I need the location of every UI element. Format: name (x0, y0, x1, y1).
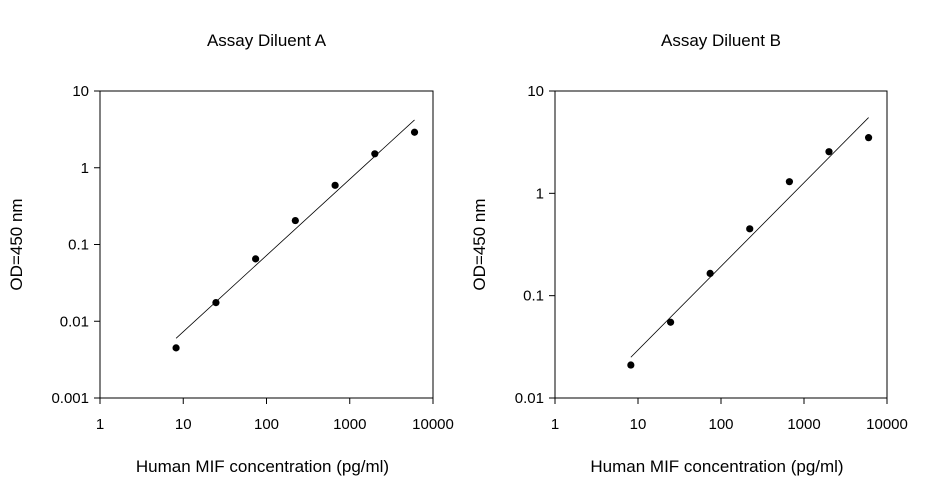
x-tick-label: 10 (175, 416, 192, 433)
x-tick-label: 100 (708, 416, 733, 433)
y-tick-label: 0.01 (60, 313, 89, 330)
data-point (825, 148, 833, 156)
x-tick-label: 1000 (333, 416, 366, 433)
y-tick-label: 10 (527, 83, 544, 100)
chart-title: Assay Diluent A (207, 31, 327, 50)
fit-line (630, 117, 869, 358)
chart-panel-1: Assay Diluent A 1 10 100 1000 10000 0.001 0.01 0… (7, 31, 454, 476)
chart-panel-2: Assay Diluent B 1 10 100 1000 10000 0.01 0.1 1 10… (470, 31, 908, 476)
x-tick-label: 1000 (787, 416, 820, 433)
data-point (291, 216, 299, 225)
y-tick-label: 10 (72, 83, 89, 100)
x-tick-label: 1 (551, 416, 559, 433)
data-point (666, 318, 675, 326)
x-tick-label: 100 (254, 416, 279, 433)
x-tick-label: 10000 (866, 416, 908, 433)
data-point (785, 178, 794, 186)
data-point (627, 361, 635, 369)
y-tick-label: 0.1 (523, 288, 544, 305)
y-tick-label: 0.01 (515, 390, 544, 407)
data-point (706, 269, 714, 278)
x-tick-label: 1 (96, 416, 104, 433)
data-point (252, 255, 260, 263)
x-tick-label: 10 (630, 416, 647, 433)
y-tick-label: 1 (536, 185, 544, 202)
data-point (746, 225, 754, 233)
x-axis-label: Human MIF concentration (pg/ml) (136, 457, 389, 476)
data-point (864, 134, 873, 142)
data-point (212, 298, 220, 307)
fit-line (175, 119, 415, 339)
y-tick-label: 0.1 (68, 237, 89, 254)
data-point (410, 128, 419, 136)
plot-frame (554, 90, 888, 399)
y-tick-label: 0.001 (51, 390, 89, 407)
data-point (172, 344, 180, 352)
data-point (331, 181, 339, 189)
data-point (371, 150, 379, 158)
x-axis-label: Human MIF concentration (pg/ml) (590, 457, 843, 476)
y-axis-label: OD=450 nm (470, 198, 489, 290)
x-tick-label: 10000 (412, 416, 454, 433)
chart-title: Assay Diluent B (661, 31, 781, 50)
y-axis-label: OD=450 nm (7, 198, 26, 290)
plot-frame (99, 90, 434, 399)
y-tick-label: 1 (81, 160, 89, 177)
